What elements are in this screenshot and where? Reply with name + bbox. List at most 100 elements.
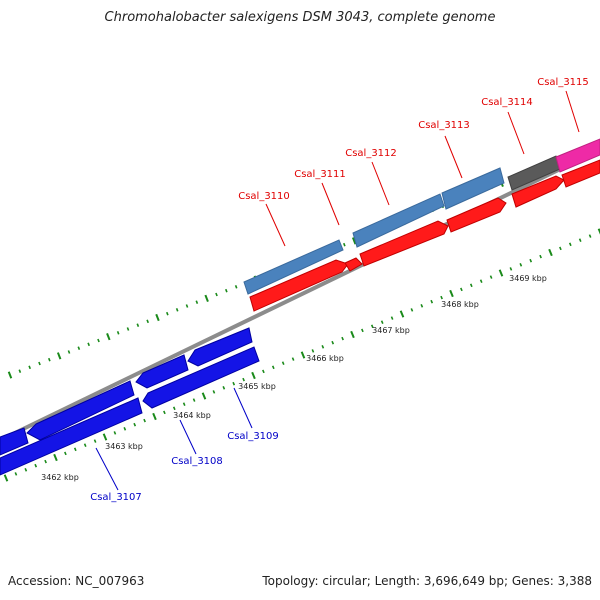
scale-tick [175,308,179,312]
scale-tick [509,267,513,271]
callout-line [265,203,286,247]
map-title: Chromohalobacter salexigens DSM 3043, co… [104,10,496,25]
scale-tick [48,357,51,362]
kbp-tick-label: 3467 kbp [372,326,410,335]
scale-tick [83,443,87,447]
scale-tick [410,308,414,312]
gene-label[interactable]: Csal_3108 [171,456,223,467]
scale-tick [311,349,315,353]
callout-line [179,419,197,455]
scale-tick [166,311,169,316]
scale-tick [489,275,493,279]
scale-tick [116,331,120,335]
scale-tick [251,371,256,380]
gene-feature[interactable] [26,380,135,441]
scale-tick [370,324,374,329]
scale-tick [234,285,238,289]
scale-tick [7,371,13,379]
callout-line [95,447,119,491]
scale-tick [106,333,111,341]
gene-feature[interactable] [135,354,189,389]
scale-tick [133,422,137,427]
scale-tick [350,330,355,339]
gene-feature[interactable] [0,397,143,476]
scale-tick [331,340,335,345]
gene-feature[interactable] [352,193,445,248]
scale-tick [343,242,346,247]
callout-line [444,135,463,179]
gene-feature[interactable] [555,138,600,173]
scale-tick [597,228,600,235]
kbp-tick-label: 3465 kbp [238,382,276,391]
scale-tick [215,292,218,297]
callout-line [233,387,253,429]
scale-tick [38,361,41,366]
scale-tick [242,377,245,382]
scale-tick [3,474,9,482]
scale-tick [182,402,186,406]
kbp-tick-label: 3468 kbp [441,300,479,309]
gene-label[interactable]: Csal_3114 [481,97,533,108]
gene-feature[interactable] [561,159,600,188]
genome-backbone [0,147,600,443]
gene-feature[interactable] [142,346,260,409]
scale-tick [225,288,228,293]
scale-tick [64,451,67,456]
gene-label[interactable]: Csal_3110 [238,191,290,202]
scale-tick [351,237,357,245]
gene-feature[interactable] [344,257,363,272]
scale-tick [291,357,295,361]
scale-tick [529,258,533,263]
scale-tick [519,263,523,267]
gene-feature[interactable] [441,167,505,210]
gene-feature[interactable] [0,427,29,456]
accession-text: Accession: NC_007963 [8,574,145,588]
scale-tick [155,313,160,322]
scale-tick [146,319,149,324]
scale-tick [24,468,28,472]
scale-tick [548,248,553,257]
gene-label[interactable]: Csal_3115 [537,77,589,88]
scale-tick [390,316,394,320]
scale-tick [195,300,199,304]
scale-tick [185,304,189,308]
scale-tick [341,336,344,341]
gene-feature[interactable] [249,259,349,312]
scale-tick [380,320,384,324]
kbp-tick-label: 3462 kbp [41,473,79,482]
scale-tick [28,365,31,370]
gene-label[interactable]: Csal_3112 [345,148,397,159]
gene-feature[interactable] [359,220,449,267]
scale-tick [578,238,582,242]
scale-tick [460,287,463,292]
kbp-tick-label: 3464 kbp [173,411,211,420]
scale-tick [399,310,405,318]
scale-tick [73,447,77,452]
scale-tick [300,351,306,359]
scale-tick [18,369,22,373]
gene-feature[interactable] [446,197,507,233]
genome-summary-text: Topology: circular; Length: 3,696,649 bp… [262,574,592,588]
gene-feature[interactable] [187,327,253,367]
callout-line [371,161,390,206]
inner-tick-marks [3,228,600,482]
callout-line [565,90,580,133]
scale-tick [232,381,236,386]
gene-feature[interactable] [511,175,565,208]
scale-tick [204,294,209,302]
gene-label[interactable]: Csal_3113 [418,120,470,131]
scale-tick [67,350,71,354]
gene-label[interactable]: Csal_3109 [227,431,279,442]
gene-label[interactable]: Csal_3107 [90,492,142,503]
scale-tick [498,269,504,277]
scale-tick [53,453,58,462]
gene-feature[interactable] [243,239,344,295]
gene-label[interactable]: Csal_3111 [294,169,346,180]
callout-line [507,111,525,155]
scale-tick [271,365,275,370]
callout-line [321,182,340,226]
scale-tick [262,369,265,374]
scale-tick [152,412,157,421]
scale-tick [123,427,127,431]
